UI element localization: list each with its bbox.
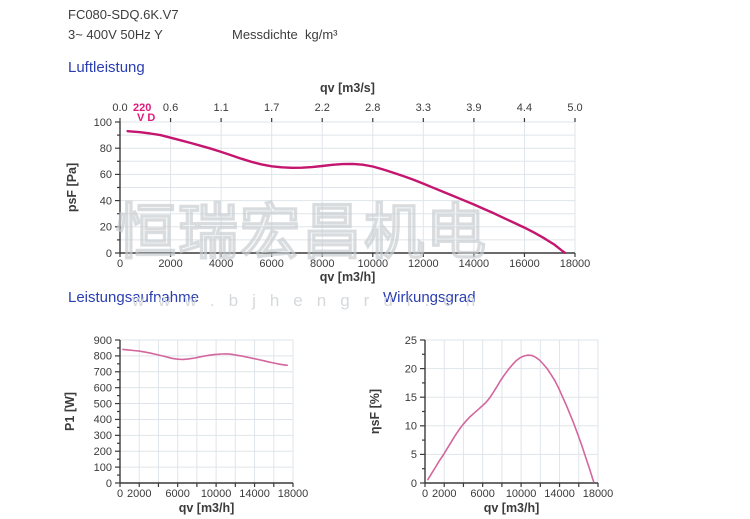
- x-tick-label: 6000: [165, 488, 189, 500]
- x-axis-title: qv [m3/h]: [179, 501, 235, 515]
- x-tick-label: 0: [117, 258, 123, 270]
- y-tick-label: 500: [94, 398, 112, 410]
- power-curve: [122, 348, 288, 367]
- y-tick-label: 20: [405, 363, 417, 375]
- y-tick-label: 80: [100, 143, 112, 155]
- top-tick-label: 1.1: [213, 102, 228, 114]
- voltage-frequency-spec: 3~ 400V 50Hz Y: [68, 27, 163, 42]
- top-tick-label: 4.4: [517, 102, 532, 114]
- y-tick-label: 600: [94, 382, 112, 394]
- top-tick-label: 3.3: [416, 102, 431, 114]
- x-tick-label: 14000: [459, 258, 490, 270]
- x-tick-label: 0: [422, 488, 428, 500]
- top-tick-label: 2.2: [315, 102, 330, 114]
- y-tick-label: 40: [100, 195, 112, 207]
- efficiency-curve: [427, 354, 595, 483]
- y-axis-title: psF [Pa]: [65, 163, 79, 212]
- x-tick-label: 18000: [278, 488, 309, 500]
- power-consumption-chart: 0 100 200 300 400 500 600 700 800 900 0 2000 6000 100…: [63, 335, 309, 515]
- x-tick-label: 10000: [201, 488, 232, 500]
- y-tick-label: 0: [106, 478, 112, 490]
- x-tick-label: 16000: [509, 258, 540, 270]
- x-tick-label: 6000: [470, 488, 494, 500]
- section-title-power: Leistungsaufnahme: [68, 289, 199, 306]
- y-tick-label: 900: [94, 335, 112, 347]
- x-tick-label: 0: [117, 488, 123, 500]
- top-tick-label: 5.0: [567, 102, 582, 114]
- model-number: FC080-SDQ.6K.V7: [68, 7, 179, 22]
- x-tick-label: 8000: [310, 258, 334, 270]
- density-label: Messdichte kg/m³: [232, 27, 338, 42]
- x-tick-label: 14000: [239, 488, 270, 500]
- x-tick-label: 6000: [259, 258, 283, 270]
- x-tick-label: 2000: [432, 488, 456, 500]
- x-tick-label: 12000: [408, 258, 439, 270]
- y-tick-label: 60: [100, 169, 112, 181]
- y-tick-label: 700: [94, 367, 112, 379]
- top-tick-label: 1.7: [264, 102, 279, 114]
- airflow-performance-chart: 0 20 40 60 80 100 0 2000 4000 6000 8000 10000 12000 1…: [65, 81, 591, 284]
- efficiency-chart: 0 5 10 15 20 25 0 2000 6000 10000 14000 18000 qv [m3…: [368, 335, 614, 515]
- section-title-airflow: Luftleistung: [68, 59, 145, 76]
- y-axis-title: ηsF [%]: [368, 389, 382, 434]
- x-tick-label: 18000: [583, 488, 614, 500]
- top-axis-title: qv [m3/s]: [320, 81, 375, 95]
- x-tick-label: 10000: [357, 258, 388, 270]
- y-tick-label: 300: [94, 430, 112, 442]
- top-tick-label: 3.9: [466, 102, 481, 114]
- x-tick-label: 4000: [209, 258, 233, 270]
- y-tick-label: 100: [94, 117, 112, 129]
- x-tick-label: 10000: [506, 488, 537, 500]
- top-tick-label: 0.0: [112, 102, 127, 114]
- curve-connection-label: V D: [137, 112, 155, 124]
- top-tick-label: 0.6: [163, 102, 178, 114]
- x-tick-label: 2000: [127, 488, 151, 500]
- y-tick-label: 5: [411, 449, 417, 461]
- y-tick-label: 25: [405, 335, 417, 347]
- y-tick-label: 10: [405, 421, 417, 433]
- y-tick-label: 20: [100, 222, 112, 234]
- x-axis-title: qv [m3/h]: [320, 270, 376, 284]
- x-tick-label: 18000: [560, 258, 591, 270]
- y-tick-label: 15: [405, 392, 417, 404]
- top-tick-label: 2.8: [365, 102, 380, 114]
- x-tick-label: 2000: [158, 258, 182, 270]
- airflow-curve: [126, 130, 567, 254]
- y-tick-label: 200: [94, 446, 112, 458]
- section-title-efficiency: Wirkungsgrad: [383, 289, 476, 306]
- y-tick-label: 800: [94, 351, 112, 363]
- y-axis-title: P1 [W]: [63, 392, 77, 431]
- y-tick-label: 100: [94, 462, 112, 474]
- y-tick-label: 400: [94, 414, 112, 426]
- x-axis-title: qv [m3/h]: [484, 501, 540, 515]
- y-tick-label: 0: [106, 248, 112, 260]
- y-tick-label: 0: [411, 478, 417, 490]
- curve-voltage-label: 220: [133, 102, 151, 114]
- x-tick-label: 14000: [544, 488, 575, 500]
